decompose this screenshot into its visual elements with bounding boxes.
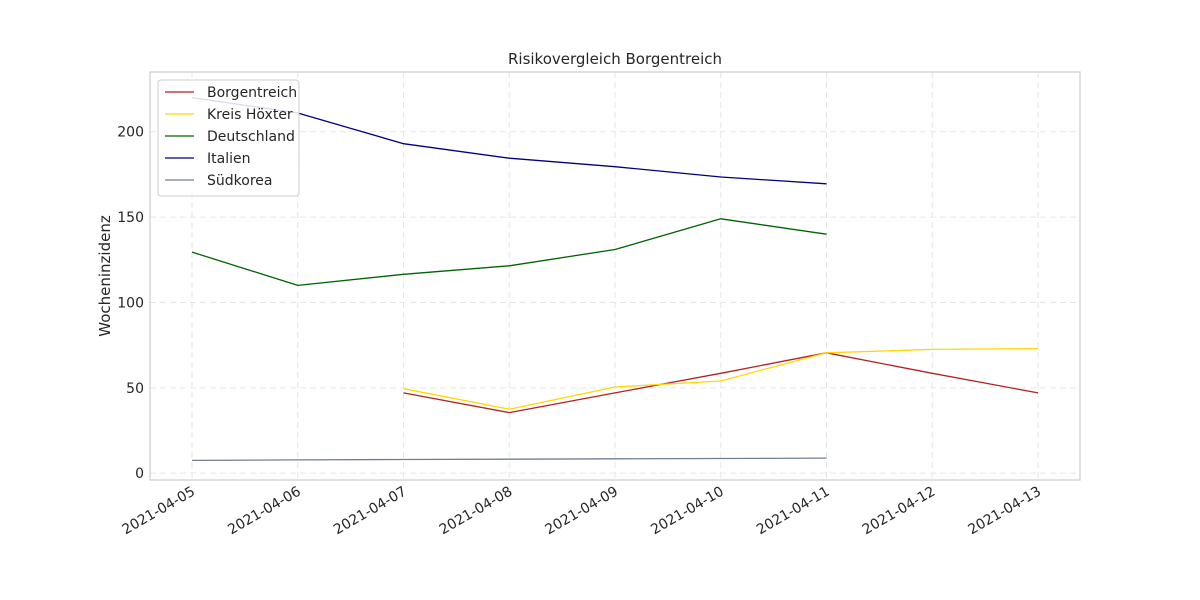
x-tick-label: 2021-04-07 (331, 484, 409, 539)
legend-label: Italien (207, 151, 250, 167)
chart-title: Risikovergleich Borgentreich (508, 50, 722, 68)
x-tick-label: 2021-04-09 (543, 484, 621, 539)
series-line (191, 457, 827, 462)
legend-label: Deutschland (207, 129, 295, 145)
x-tick-labels: 2021-04-05 2021-04-06 2021-04-07 2021-04-08… (120, 484, 1044, 539)
y-tick-labels: 0 50 100 150 200 (117, 125, 144, 482)
series-line (403, 352, 1039, 414)
plot-area-frame (149, 71, 1081, 481)
series-line (191, 218, 827, 287)
legend: Borgentreich Kreis Höxter Deutschland Itali… (157, 79, 300, 197)
legend-label: Kreis Höxter (207, 107, 293, 123)
y-tick-label: 100 (117, 295, 144, 311)
legend-label: Südkorea (207, 173, 272, 189)
x-tick-label: 2021-04-08 (437, 484, 515, 539)
series-layer (191, 96, 1039, 462)
series-line (403, 347, 1039, 410)
x-tick-label: 2021-04-11 (754, 484, 832, 539)
y-tick-label: 50 (126, 381, 144, 397)
y-tick-label: 150 (117, 210, 144, 226)
x-tick-label: 2021-04-10 (648, 484, 726, 539)
x-tick-label: 2021-04-06 (225, 484, 304, 539)
legend-box (157, 79, 300, 197)
y-axis-label: Wocheninzidenz (96, 215, 114, 337)
y-tick-label: 0 (135, 466, 144, 482)
x-tick-label: 2021-04-05 (120, 484, 198, 539)
legend-label: Borgentreich (207, 85, 297, 101)
y-tick-label: 200 (117, 125, 144, 141)
x-tick-label: 2021-04-13 (966, 484, 1044, 539)
x-tick-label: 2021-04-12 (860, 484, 938, 539)
grid-layer (150, 72, 1080, 480)
